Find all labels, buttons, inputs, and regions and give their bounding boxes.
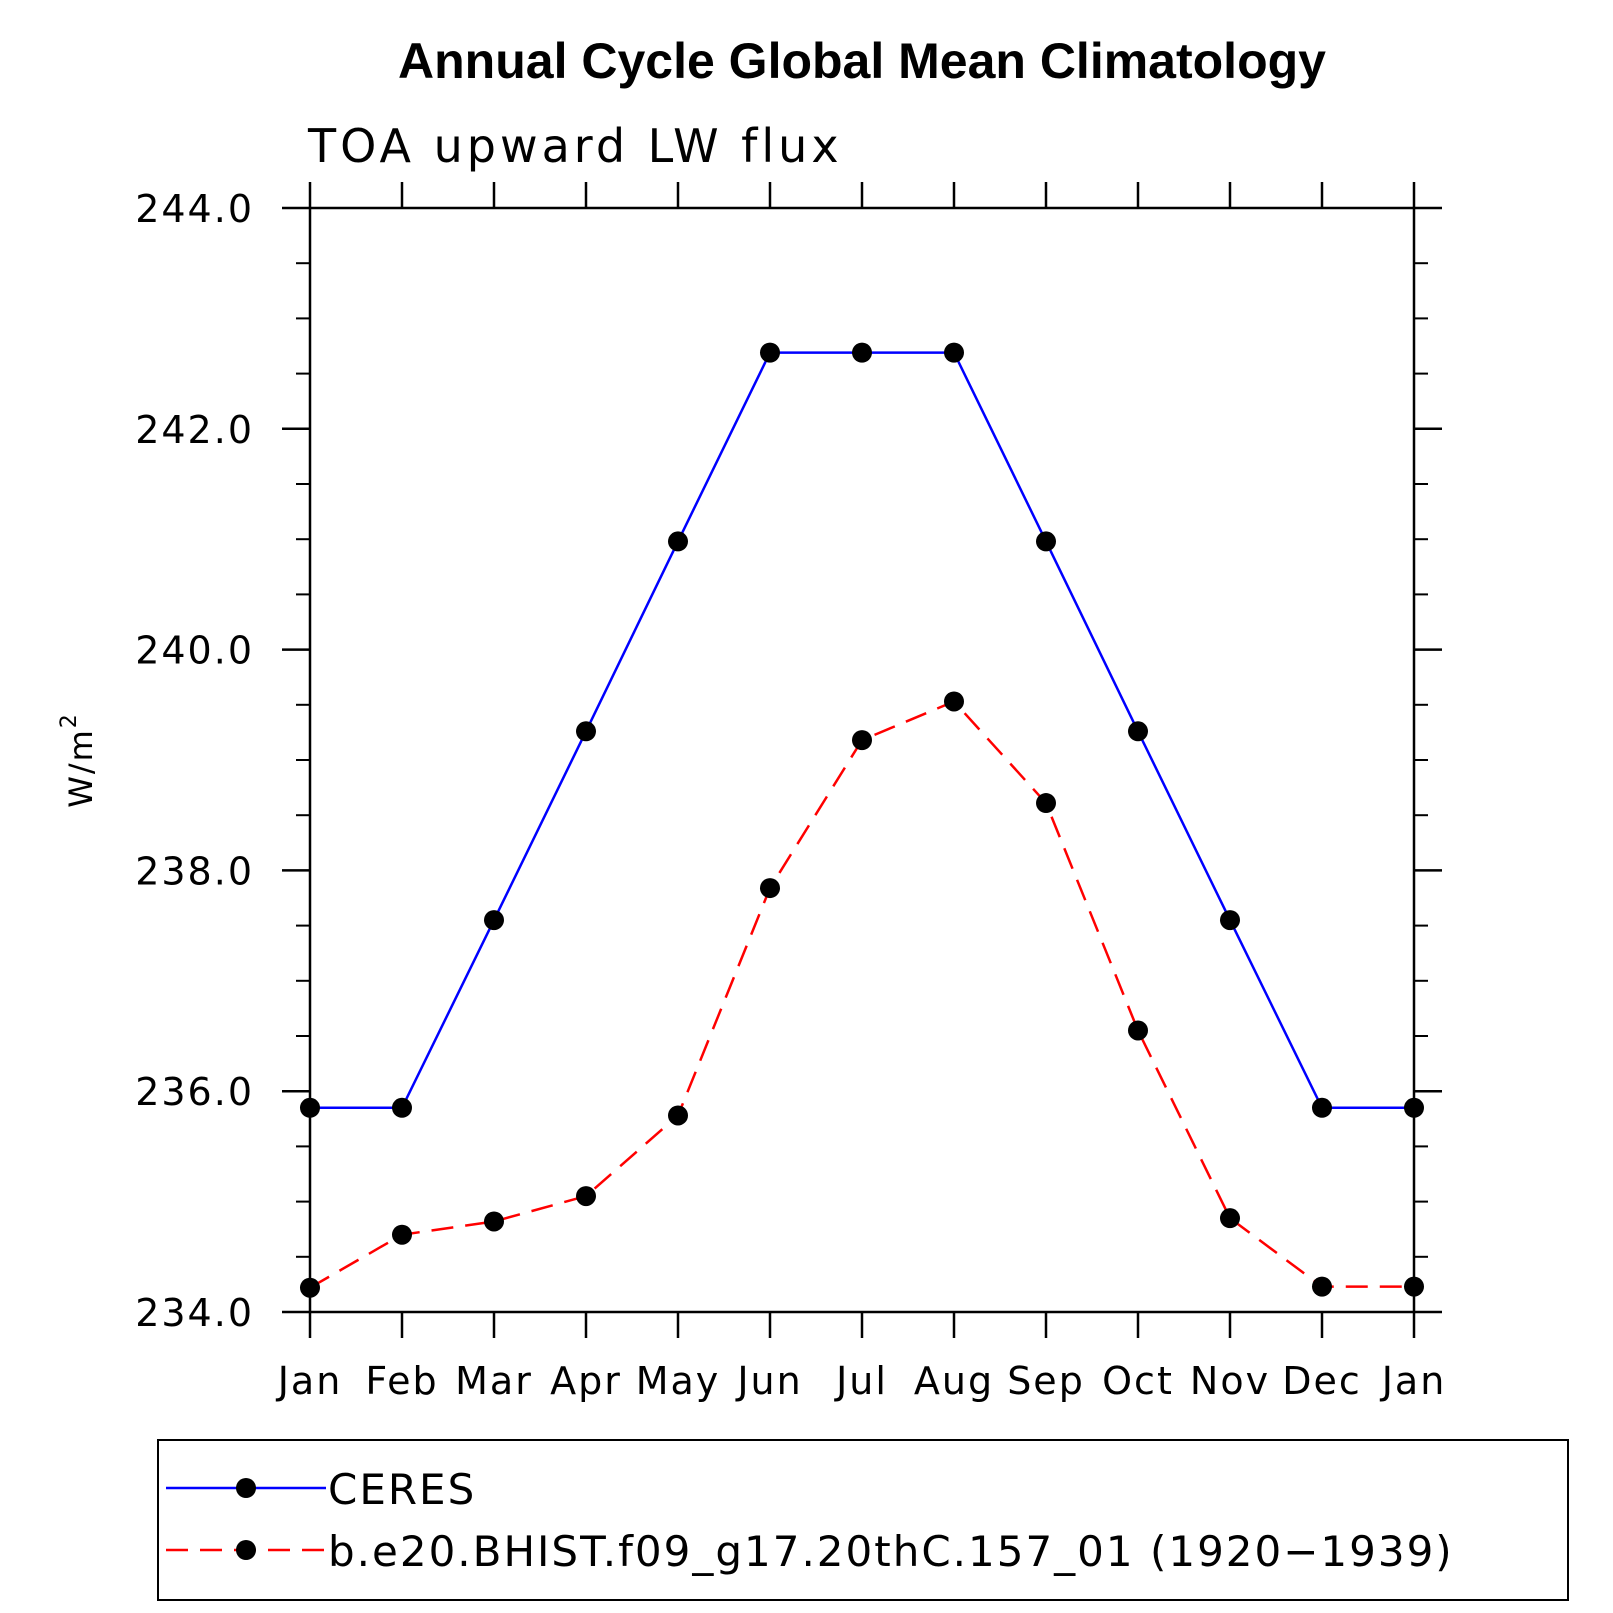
y-tick-label: 240.0 <box>135 629 254 673</box>
series-point-1 <box>300 1277 320 1298</box>
series-point-0 <box>1312 1097 1332 1118</box>
series-point-0 <box>668 531 688 552</box>
series-point-1 <box>852 730 872 751</box>
series-point-0 <box>1404 1097 1424 1118</box>
series-point-1 <box>760 878 780 899</box>
series-point-0 <box>392 1097 412 1118</box>
series-point-0 <box>760 342 780 363</box>
series-point-1 <box>1404 1276 1424 1297</box>
series-point-1 <box>1128 1020 1148 1041</box>
series-point-1 <box>576 1186 596 1207</box>
axis-ticks <box>282 182 1442 1338</box>
series-point-1 <box>668 1105 688 1126</box>
x-tick-label: Aug <box>914 1359 994 1403</box>
x-tick-label: May <box>636 1359 721 1403</box>
series-point-1 <box>944 691 964 712</box>
y-tick-label: 234.0 <box>135 1291 254 1335</box>
series-point-0 <box>1036 531 1056 552</box>
x-tick-label: Jun <box>735 1359 802 1403</box>
legend-label-0: CERES <box>328 1465 476 1514</box>
legend-label-1: b.e20.BHIST.f09_g17.20thC.157_01 (1920−1… <box>328 1527 1454 1576</box>
x-tick-label: Jan <box>276 1359 343 1403</box>
x-tick-label: Oct <box>1102 1359 1174 1403</box>
legend-marker-1 <box>236 1540 256 1560</box>
chart-subtitle: TOA upward LW flux <box>307 119 843 173</box>
y-tick-labels: 234.0 236.0 238.0 240.0 242.0 244.0 <box>135 187 254 1335</box>
series-point-0 <box>1220 910 1240 931</box>
x-tick-label: Nov <box>1190 1359 1270 1403</box>
series-point-0 <box>1128 721 1148 742</box>
y-tick-label: 244.0 <box>135 187 254 231</box>
series-point-1 <box>1220 1208 1240 1229</box>
x-tick-label: Sep <box>1007 1359 1085 1403</box>
y-tick-label: 236.0 <box>135 1070 254 1114</box>
y-axis-label-base: W/m <box>62 728 100 808</box>
y-axis-label: W/m2 <box>57 712 100 808</box>
y-axis-label-superscript: 2 <box>57 712 82 728</box>
legend-marker-0 <box>236 1478 256 1498</box>
plot-area <box>308 206 1416 1314</box>
series-line-1 <box>309 699 1414 1289</box>
series-point-0 <box>852 342 872 363</box>
series-layer <box>300 342 1424 1298</box>
series-point-1 <box>392 1224 412 1245</box>
series-point-0 <box>576 721 596 742</box>
y-tick-label: 242.0 <box>135 408 254 452</box>
legend-box <box>157 1439 1569 1601</box>
series-point-0 <box>944 342 964 363</box>
x-tick-labels: Jan Feb Mar Apr May Jun Jul Aug Sep Oct Nov Dec Jan <box>276 1359 1447 1403</box>
series-point-0 <box>484 910 504 931</box>
y-tick-label: 238.0 <box>135 849 254 893</box>
x-tick-label: Feb <box>365 1359 438 1403</box>
series-point-0 <box>300 1097 320 1118</box>
x-tick-label: Apr <box>550 1359 622 1403</box>
legend: CERES b.e20.BHIST.f09_g17.20thC.157_01 (1… <box>166 1465 1454 1576</box>
series-point-1 <box>1036 793 1056 814</box>
chart-title: Annual Cycle Global Mean Climatology <box>398 33 1326 89</box>
series-point-1 <box>1312 1276 1332 1297</box>
x-tick-label: Jul <box>834 1359 888 1403</box>
x-tick-label: Jan <box>1380 1359 1447 1403</box>
series-point-1 <box>484 1211 504 1232</box>
x-tick-label: Mar <box>455 1359 533 1403</box>
x-tick-label: Dec <box>1282 1359 1362 1403</box>
